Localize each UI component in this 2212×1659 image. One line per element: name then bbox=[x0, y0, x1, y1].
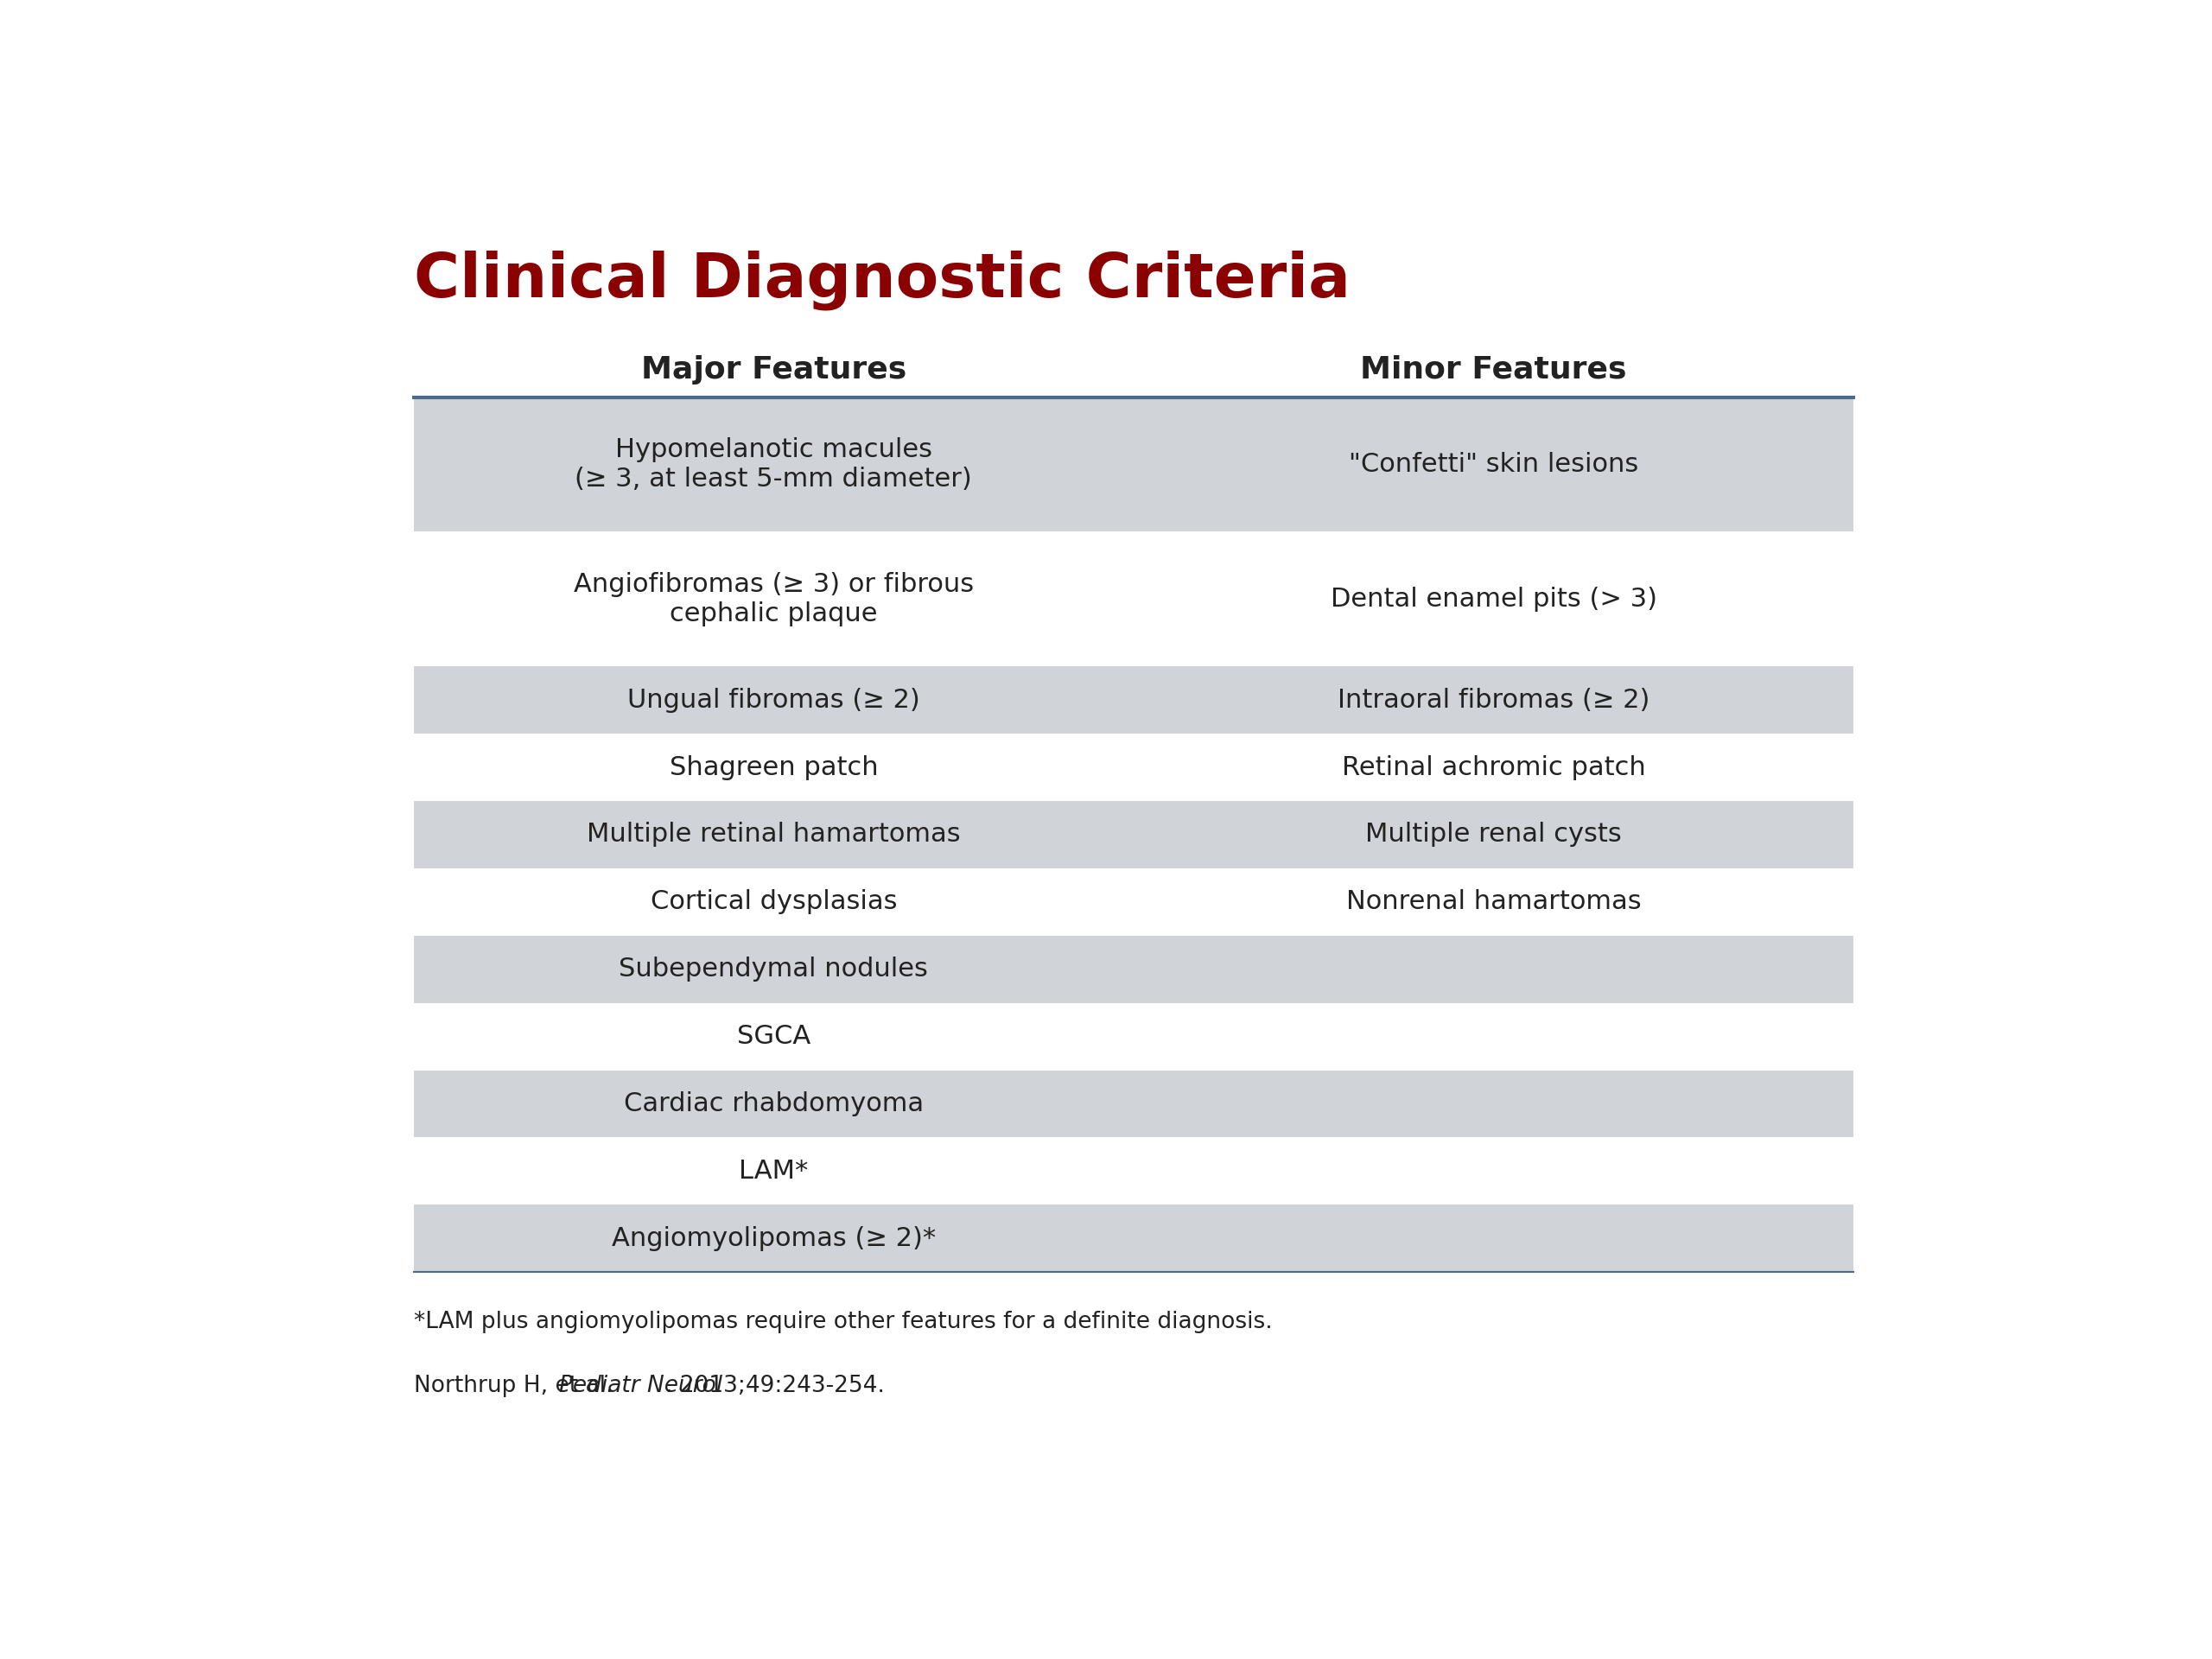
Text: *LAM plus angiomyolipomas require other features for a definite diagnosis.: *LAM plus angiomyolipomas require other … bbox=[414, 1311, 1272, 1332]
Text: Ungual fibromas (≥ 2): Ungual fibromas (≥ 2) bbox=[628, 687, 920, 712]
Text: . 2013;49:243-254.: . 2013;49:243-254. bbox=[666, 1374, 885, 1397]
Text: Retinal achromic patch: Retinal achromic patch bbox=[1343, 755, 1646, 780]
Text: Pediatr Neurol: Pediatr Neurol bbox=[560, 1374, 721, 1397]
Text: Hypomelanotic macules
(≥ 3, at least 5-mm diameter): Hypomelanotic macules (≥ 3, at least 5-m… bbox=[575, 438, 973, 491]
Text: LAM*: LAM* bbox=[739, 1158, 807, 1183]
Text: Multiple renal cysts: Multiple renal cysts bbox=[1365, 823, 1621, 848]
Text: Clinical Diagnostic Criteria: Clinical Diagnostic Criteria bbox=[414, 251, 1349, 310]
Bar bbox=[414, 801, 1854, 868]
Bar bbox=[414, 397, 1854, 531]
Text: Minor Features: Minor Features bbox=[1360, 355, 1628, 385]
Text: Angiofibromas (≥ 3) or fibrous
cephalic plaque: Angiofibromas (≥ 3) or fibrous cephalic … bbox=[573, 572, 973, 625]
Bar bbox=[414, 667, 1854, 733]
Bar bbox=[414, 1138, 1854, 1204]
Bar bbox=[414, 868, 1854, 936]
Bar bbox=[414, 733, 1854, 801]
Text: "Confetti" skin lesions: "Confetti" skin lesions bbox=[1349, 451, 1639, 476]
Text: Shagreen patch: Shagreen patch bbox=[670, 755, 878, 780]
Text: SGCA: SGCA bbox=[737, 1024, 810, 1048]
Text: Cardiac rhabdomyoma: Cardiac rhabdomyoma bbox=[624, 1092, 925, 1117]
Text: Intraoral fibromas (≥ 2): Intraoral fibromas (≥ 2) bbox=[1338, 687, 1650, 712]
Text: Northrup H, et al.: Northrup H, et al. bbox=[414, 1374, 619, 1397]
Bar bbox=[414, 936, 1854, 1004]
Bar bbox=[414, 1070, 1854, 1138]
Text: Nonrenal hamartomas: Nonrenal hamartomas bbox=[1347, 889, 1641, 914]
Text: Multiple retinal hamartomas: Multiple retinal hamartomas bbox=[586, 823, 960, 848]
Text: Subependymal nodules: Subependymal nodules bbox=[619, 957, 929, 982]
Text: Dental enamel pits (> 3): Dental enamel pits (> 3) bbox=[1329, 587, 1657, 612]
Bar bbox=[414, 531, 1854, 667]
Text: Cortical dysplasias: Cortical dysplasias bbox=[650, 889, 898, 914]
Bar bbox=[414, 1204, 1854, 1272]
Text: Angiomyolipomas (≥ 2)*: Angiomyolipomas (≥ 2)* bbox=[611, 1226, 936, 1251]
Bar bbox=[414, 1004, 1854, 1070]
Text: Major Features: Major Features bbox=[641, 355, 907, 385]
